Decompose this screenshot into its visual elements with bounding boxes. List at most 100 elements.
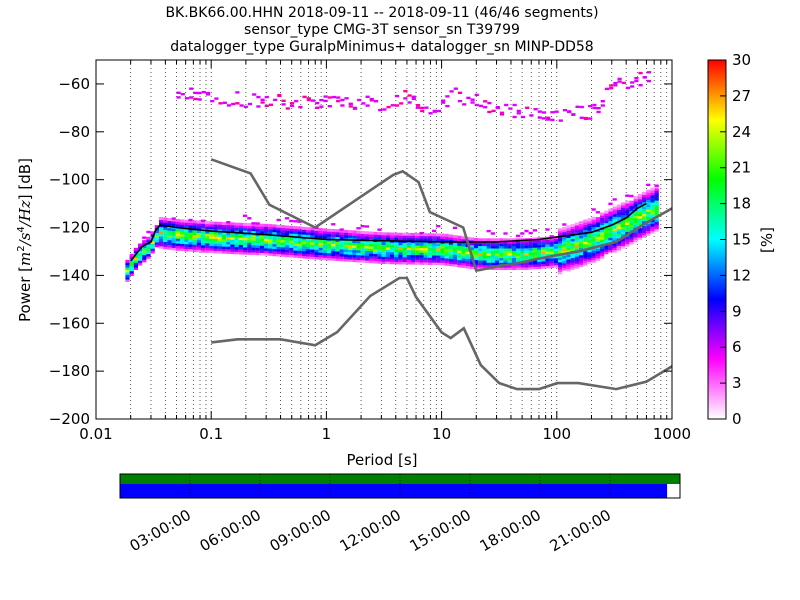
heat-cell — [402, 251, 407, 255]
heat-cell — [348, 239, 353, 243]
heat-cell — [159, 229, 164, 232]
heat-cell — [306, 248, 311, 252]
heat-cell — [516, 238, 521, 242]
heat-cell — [579, 257, 584, 260]
heat-cell-upper — [546, 116, 551, 119]
heat-cell — [301, 253, 306, 257]
heat-cell — [159, 238, 164, 242]
heat-cell — [385, 261, 390, 265]
heat-cell — [566, 256, 571, 260]
heat-cell — [411, 249, 416, 253]
heat-cell-upper — [495, 106, 500, 109]
heat-cell — [549, 238, 554, 242]
heat-cell — [591, 216, 596, 220]
heat-cell — [541, 244, 546, 248]
heat-cell — [566, 244, 571, 248]
heat-cell — [150, 238, 155, 242]
heat-cell — [209, 228, 214, 232]
heat-cell — [436, 257, 441, 261]
heat-cell — [566, 263, 571, 267]
heat-cell — [587, 244, 592, 248]
heat-cell — [339, 236, 344, 240]
heat-cell — [209, 250, 214, 254]
heat-cell — [511, 247, 516, 251]
heat-cell — [654, 204, 659, 208]
heat-cell-outlier — [171, 217, 176, 220]
heat-cell — [373, 246, 378, 250]
heat-cell — [364, 236, 369, 239]
heat-cell — [457, 254, 462, 258]
heat-cell — [587, 230, 592, 234]
heat-cell — [528, 254, 533, 258]
heat-cell — [423, 245, 428, 249]
heat-cell-upper — [575, 105, 580, 108]
heat-cell-outlier — [595, 211, 600, 214]
heat-cell — [654, 190, 659, 194]
heat-cell-upper — [226, 104, 232, 107]
heat-cell — [138, 243, 143, 247]
heat-cell — [276, 239, 281, 243]
heat-cell — [558, 249, 563, 253]
heat-cell — [625, 222, 630, 225]
heat-cell — [222, 234, 227, 237]
heat-cell — [138, 260, 143, 264]
mode-curve — [130, 202, 647, 262]
heat-cell-outlier — [339, 228, 344, 231]
heat-cell — [600, 253, 605, 257]
heat-cell — [352, 256, 357, 260]
heat-cell — [650, 211, 655, 215]
heat-cell — [570, 259, 575, 263]
heat-cell — [440, 233, 445, 237]
heat-cell-upper — [289, 101, 295, 105]
heat-cell — [293, 250, 298, 253]
heat-cell — [369, 236, 374, 240]
heat-cell — [247, 239, 252, 243]
heat-cell-upper — [285, 107, 290, 110]
heat-cell — [591, 255, 596, 258]
heat-cell — [650, 206, 655, 210]
heat-cell — [562, 238, 567, 242]
heat-cell-upper — [399, 102, 404, 105]
heat-cell — [642, 218, 647, 222]
heat-cell — [642, 201, 647, 205]
heat-cell — [356, 254, 361, 258]
heat-cell — [339, 253, 344, 257]
heat-cell — [516, 259, 521, 263]
heat-cell — [385, 258, 390, 262]
heat-cell — [272, 224, 277, 228]
heat-cell — [616, 221, 621, 225]
heat-cell — [616, 245, 621, 249]
heat-cell — [213, 224, 218, 227]
heat-cell — [469, 237, 474, 241]
heat-cell — [524, 262, 529, 266]
heat-cell — [184, 248, 189, 252]
heat-cell — [440, 259, 445, 263]
heat-cell — [381, 258, 386, 262]
heat-cell — [570, 224, 575, 227]
heat-cell — [264, 240, 269, 244]
heat-cell — [621, 226, 626, 230]
heat-cell — [192, 232, 197, 236]
heat-cell — [276, 253, 281, 257]
heat-cell — [612, 223, 617, 227]
heat-cell — [285, 232, 290, 236]
heat-cell-outlier — [490, 232, 495, 235]
heat-cell — [616, 206, 621, 210]
heat-cell — [574, 222, 579, 226]
heat-cell — [545, 258, 550, 262]
heat-cell — [133, 264, 138, 268]
heat-cell — [642, 206, 647, 210]
heat-cell — [230, 236, 235, 240]
heat-cell-upper — [634, 77, 639, 80]
heat-cell — [343, 244, 348, 248]
heat-cell — [600, 224, 605, 228]
heat-cell — [268, 236, 273, 240]
heat-cell — [360, 233, 365, 237]
heat-cell — [650, 201, 655, 205]
timeline-label: 18:00:00 — [477, 506, 544, 555]
heat-cell — [570, 257, 575, 261]
heat-cell — [465, 260, 470, 264]
heat-cell — [297, 231, 302, 235]
heat-cell — [495, 262, 500, 266]
